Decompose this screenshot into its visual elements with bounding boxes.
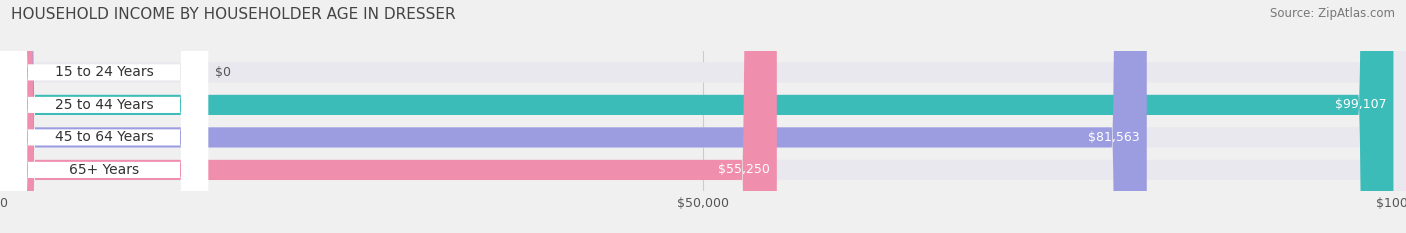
Text: Source: ZipAtlas.com: Source: ZipAtlas.com	[1270, 7, 1395, 20]
Text: $55,250: $55,250	[718, 163, 770, 176]
FancyBboxPatch shape	[0, 0, 208, 233]
FancyBboxPatch shape	[0, 0, 208, 233]
Text: 65+ Years: 65+ Years	[69, 163, 139, 177]
Text: 15 to 24 Years: 15 to 24 Years	[55, 65, 153, 79]
FancyBboxPatch shape	[0, 0, 778, 233]
FancyBboxPatch shape	[0, 0, 208, 233]
Text: $81,563: $81,563	[1088, 131, 1140, 144]
Text: $0: $0	[215, 66, 231, 79]
FancyBboxPatch shape	[0, 0, 1147, 233]
Text: HOUSEHOLD INCOME BY HOUSEHOLDER AGE IN DRESSER: HOUSEHOLD INCOME BY HOUSEHOLDER AGE IN D…	[11, 7, 456, 22]
FancyBboxPatch shape	[0, 0, 208, 233]
Text: $99,107: $99,107	[1334, 98, 1386, 111]
Text: 45 to 64 Years: 45 to 64 Years	[55, 130, 153, 144]
Text: 25 to 44 Years: 25 to 44 Years	[55, 98, 153, 112]
